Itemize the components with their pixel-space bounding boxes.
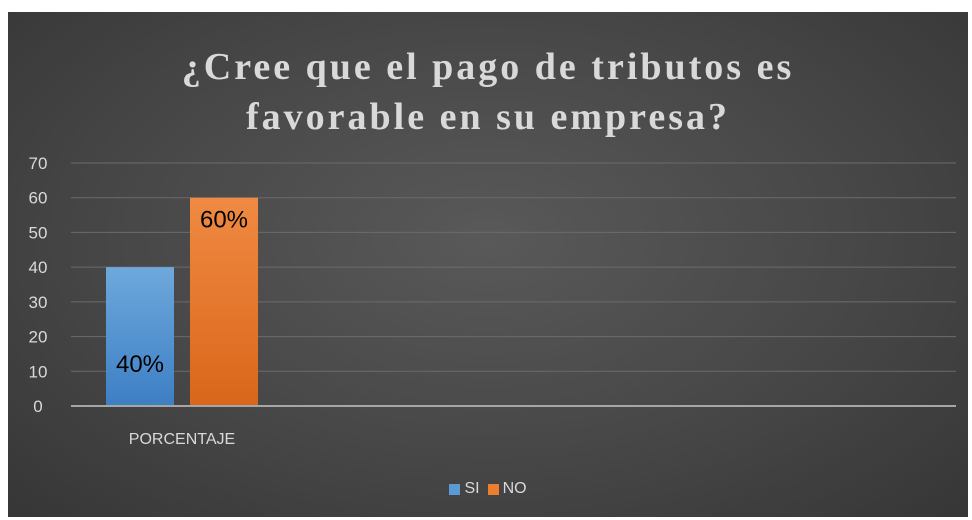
bars: 40% 60% xyxy=(106,197,258,406)
chart-title: ¿Cree que el pago de tributos es favorab… xyxy=(8,42,968,142)
y-tick-label: 50 xyxy=(29,223,48,242)
data-label-no: 60% xyxy=(200,207,248,234)
legend-label-si: SI xyxy=(464,480,480,497)
y-axis-tick-labels: 0 10 20 30 40 50 60 70 xyxy=(29,154,48,416)
y-tick-label: 20 xyxy=(29,328,48,347)
chart-area: ¿Cree que el pago de tributos es favorab… xyxy=(8,12,968,517)
data-label-si: 40% xyxy=(116,351,164,378)
legend-item-si: SI xyxy=(449,480,480,498)
plot-area: 0 10 20 30 40 50 60 70 40% 60% PORCENTAJE xyxy=(29,154,956,448)
legend-swatch-si xyxy=(449,483,461,495)
y-tick-label: 0 xyxy=(33,397,42,416)
chart-title-line-1: ¿Cree que el pago de tributos es xyxy=(181,46,795,88)
x-category-label: PORCENTAJE xyxy=(129,431,235,448)
x-axis: PORCENTAJE xyxy=(71,405,956,448)
y-tick-label: 70 xyxy=(29,154,48,173)
y-tick-label: 60 xyxy=(29,189,48,208)
y-tick-label: 10 xyxy=(29,362,48,381)
legend-label-no: NO xyxy=(502,480,527,497)
chart-title-line-2: favorable en su empresa? xyxy=(246,96,730,138)
legend-swatch-no xyxy=(487,483,499,495)
y-tick-label: 30 xyxy=(29,293,48,312)
y-tick-label: 40 xyxy=(29,258,48,277)
legend: SI NO xyxy=(8,480,968,498)
bar-si xyxy=(106,267,174,406)
bar-no xyxy=(190,197,258,406)
legend-item-no: NO xyxy=(487,480,527,498)
